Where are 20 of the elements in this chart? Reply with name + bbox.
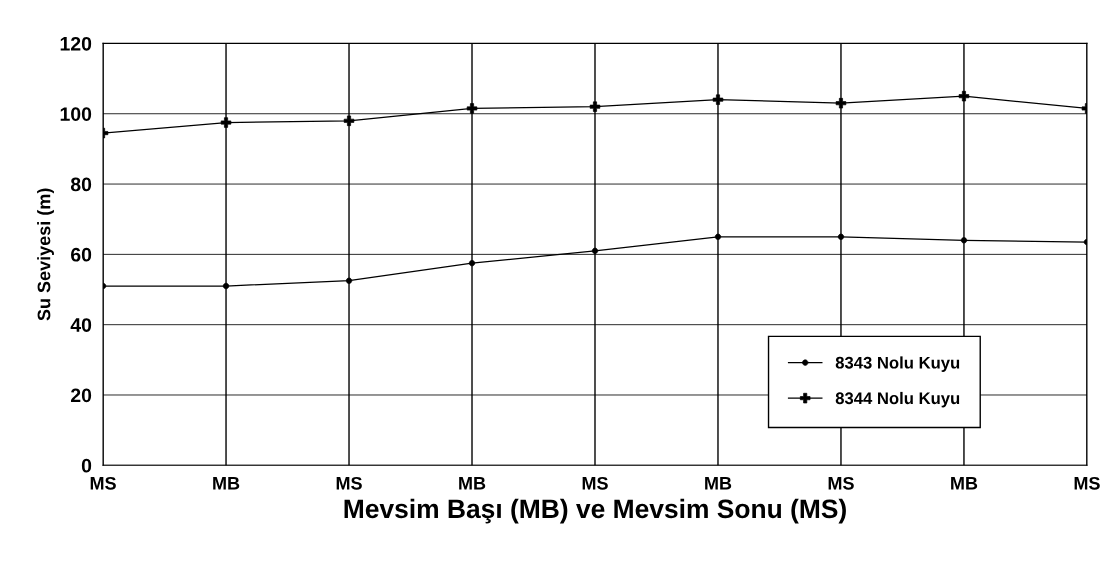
y-tick-label: 60 — [71, 247, 92, 262]
x-tick-label: MB — [213, 477, 240, 490]
y-tick-label: 80 — [70, 177, 92, 192]
x-tick-label: MB — [705, 477, 732, 490]
y-tick-label: 0 — [81, 458, 92, 473]
y-axis-title: Su Seviyesi (m) — [37, 188, 54, 321]
y-tick-label: 120 — [60, 36, 92, 51]
y-tick-label: 20 — [70, 388, 92, 403]
x-tick-label: MS — [582, 476, 608, 490]
x-tick-label: MS — [1074, 476, 1100, 490]
x-tick-label: MB — [459, 477, 486, 490]
legend-label: 8344 Nolu Kuyu — [835, 391, 960, 408]
x-tick-label: MS — [90, 476, 116, 490]
x-axis-title: Mevsim Başı (MB) ve Mevsim Sonu (MS) — [344, 498, 846, 524]
legend-label: 8343 Nolu Kuyu — [835, 356, 960, 372]
y-tick-label: 40 — [70, 318, 92, 332]
x-tick-label: MB — [951, 477, 978, 490]
y-tick-label: 100 — [60, 107, 92, 121]
x-tick-label: MS — [828, 476, 854, 490]
x-tick-label: MS — [336, 476, 362, 490]
